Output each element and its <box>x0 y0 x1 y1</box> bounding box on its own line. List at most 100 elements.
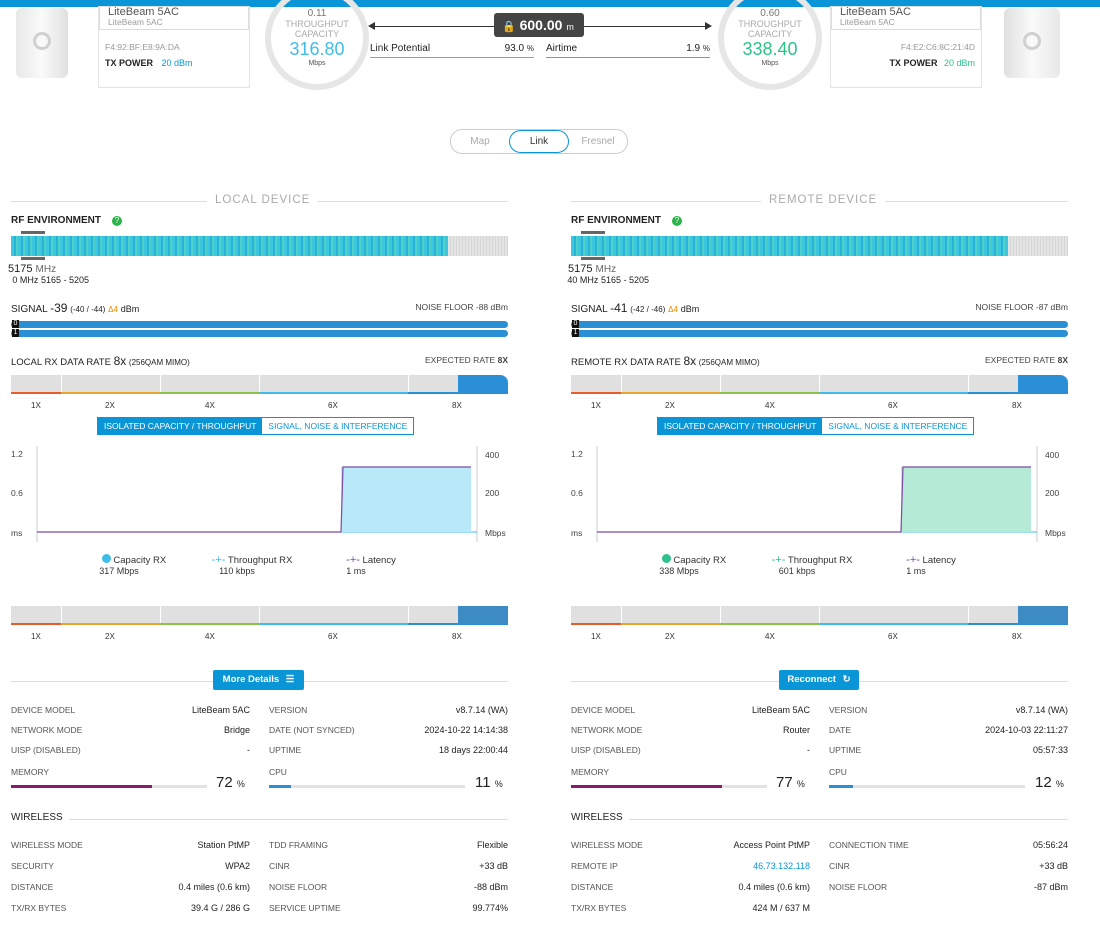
local-signal-detail: (-40 / -44) <box>70 305 106 314</box>
gauge-right-value: 338.40 <box>742 39 798 59</box>
remote-rate-label: 4X <box>765 401 775 410</box>
local-wireless-key: SECURITY <box>11 861 54 871</box>
help-icon[interactable]: ? <box>112 216 122 226</box>
remote-rate-label: 8X <box>1012 632 1022 641</box>
local-legend-1[interactable]: -+- Throughput RX 110 kbps <box>207 554 297 576</box>
link-potential-value: 93.0 <box>504 43 525 54</box>
remote-detail-right-value: 05:57:33 <box>1032 745 1068 755</box>
remote-memory-bar <box>571 785 767 788</box>
remote-wireless-value: Access Point PtMP <box>733 840 810 850</box>
local-memory-number: 72 <box>216 774 233 791</box>
remote-cpu-number: 12 <box>1035 774 1052 791</box>
local-tab-signal-noise[interactable]: SIGNAL, NOISE & INTERFERENCE <box>262 418 414 434</box>
remote-signal-value: -41 <box>610 301 628 315</box>
remote-legend-1[interactable]: -+- Throughput RX 601 kbps <box>767 554 857 576</box>
remote-y-left-2: ms <box>571 528 583 538</box>
local-rate-label: 2X <box>105 632 115 641</box>
remote-rate-bar <box>571 375 1068 392</box>
remote-freq-range: 40 MHz 5165 - 5205 <box>539 275 649 285</box>
gauge-left-l2: CAPACITY <box>294 29 340 39</box>
remote-signal-delta: Δ4 <box>668 305 678 314</box>
remote-wireless-value[interactable]: 46.73.132.118 <box>753 861 810 871</box>
local-freq: 5175 MHz <box>8 263 56 275</box>
distance-badge[interactable]: 🔒 600.00 m <box>494 13 584 37</box>
gauge-right-unit: Mbps <box>761 60 779 67</box>
local-detail-right-value: 18 days 22:00:44 <box>438 745 508 755</box>
remote-tab-signal-noise[interactable]: SIGNAL, NOISE & INTERFERENCE <box>822 418 974 434</box>
local-chain0-label: 0 <box>12 320 19 328</box>
gauge-left-unit: Mbps <box>308 60 326 67</box>
remote-wireless-key: WIRELESS MODE <box>571 840 643 850</box>
remote-memory-label: MEMORY <box>571 767 610 777</box>
local-cpu-value: 11 % <box>475 774 503 791</box>
remote-y-right-0: 400 <box>1045 450 1060 460</box>
remote-rf-spectrum[interactable] <box>571 236 1068 256</box>
local-device-name-box[interactable]: LiteBeam 5AC LiteBeam 5AC <box>99 6 249 30</box>
remote-action-button[interactable]: Reconnect ↻ <box>779 670 859 690</box>
remote-memory-number: 77 <box>776 774 793 791</box>
local-noise-floor: NOISE FLOOR -88 dBm <box>415 302 508 312</box>
local-rate-label: 2X <box>105 401 115 410</box>
remote-tab-capacity[interactable]: ISOLATED CAPACITY / THROUGHPUT <box>658 418 823 434</box>
local-detail-key: UISP (DISABLED) <box>11 745 81 755</box>
top-bar <box>0 0 1100 7</box>
local-tx-value: 20 dBm <box>161 58 193 68</box>
remote-expected-label: EXPECTED RATE <box>985 355 1056 365</box>
local-rate-label: 8X <box>452 401 462 410</box>
remote-wireless-key: REMOTE IP <box>571 861 618 871</box>
local-latency-line <box>37 466 471 533</box>
remote-legend-2[interactable]: -+- Latency 1 ms <box>886 554 976 576</box>
remote-legend-value-2: 1 ms <box>906 566 926 576</box>
throughput-line-icon: -+- <box>771 554 786 566</box>
local-rate-label: 1X <box>31 401 41 410</box>
local-rate-label: 8X <box>452 632 462 641</box>
gauge-left-value: 316.80 <box>289 39 345 59</box>
capacity-dot-icon <box>661 554 671 566</box>
remote-chain1-label: 1 <box>572 329 579 337</box>
local-legend-name-1: Throughput RX <box>227 555 293 566</box>
local-tab-capacity[interactable]: ISOLATED CAPACITY / THROUGHPUT <box>98 418 263 434</box>
latency-line-icon: -+- <box>906 554 920 566</box>
local-legend-2[interactable]: -+- Latency 1 ms <box>326 554 416 576</box>
local-legend-0[interactable]: Capacity RX 317 Mbps <box>89 554 179 576</box>
remote-freq-range-value: 5165 - 5205 <box>600 275 649 285</box>
local-rx-value: 8x <box>113 354 127 368</box>
remote-y-right-1: 200 <box>1045 488 1060 498</box>
list-icon: ☰ <box>285 674 295 685</box>
remote-detail-right-value: 2024-10-03 22:11:27 <box>985 725 1068 735</box>
local-section-title: LOCAL DEVICE <box>207 194 319 206</box>
local-action-label: More Details <box>222 674 280 685</box>
local-y-right-0: 400 <box>485 450 500 460</box>
tab-fresnel[interactable]: Fresnel <box>581 136 615 147</box>
airtime-label: Airtime <box>546 43 578 54</box>
local-rf-spectrum[interactable] <box>11 236 508 256</box>
remote-throughput-chart <box>596 446 1038 542</box>
local-rf-title: RF ENVIRONMENT <box>11 215 101 226</box>
local-detail-right-key: UPTIME <box>269 745 302 755</box>
remote-wireless-right-value: -87 dBm <box>1033 882 1068 892</box>
distance-value: 600.00 <box>519 17 563 33</box>
local-action-button[interactable]: More Details ☰ <box>213 670 304 690</box>
local-y-right-2: Mbps <box>485 528 506 538</box>
local-wireless-value: Station PtMP <box>197 840 250 850</box>
help-icon[interactable]: ? <box>672 216 682 226</box>
remote-device-name-box[interactable]: LiteBeam 5AC LiteBeam 5AC <box>831 6 981 30</box>
remote-detail-value: Router <box>782 725 810 735</box>
local-freq-range-prefix: 0 MHz <box>12 275 39 285</box>
local-legend-value-0: 317 Mbps <box>99 566 139 576</box>
tab-link[interactable]: Link <box>509 130 569 153</box>
remote-device-image <box>1004 8 1060 78</box>
remote-legend-0[interactable]: Capacity RX 338 Mbps <box>649 554 739 576</box>
airtime-bar <box>546 57 710 58</box>
remote-detail-key: NETWORK MODE <box>571 725 643 735</box>
tab-map[interactable]: Map <box>470 136 490 147</box>
arrow-right-icon <box>705 22 712 30</box>
local-detail-value: - <box>247 745 250 755</box>
local-cpu-bar <box>269 785 465 788</box>
remote-throughput-gauge: 0.60 THROUGHPUT CAPACITY 338.40 Mbps <box>718 0 822 90</box>
local-detail-key: DEVICE MODEL <box>11 705 76 715</box>
local-wireless-title: WIRELESS <box>11 812 63 823</box>
remote-legend-name-2: Latency <box>922 555 956 566</box>
remote-device-card: LiteBeam 5AC LiteBeam 5AC F4:E2:C6:8C:21… <box>830 6 982 88</box>
remote-section-title: REMOTE DEVICE <box>761 194 886 206</box>
